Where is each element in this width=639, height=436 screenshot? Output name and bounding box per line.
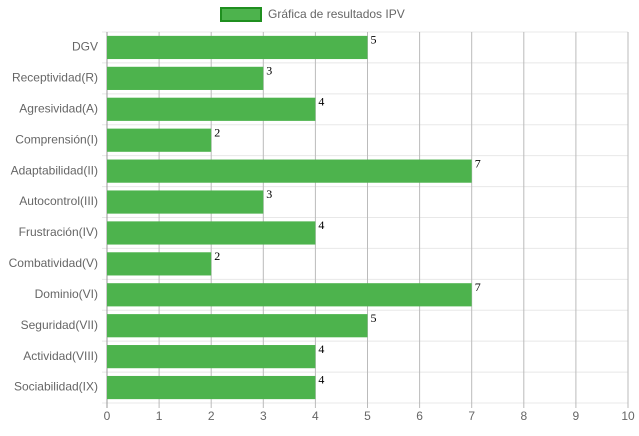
- bar: [107, 314, 368, 338]
- value-label: 4: [318, 218, 324, 232]
- value-label: 3: [266, 187, 272, 201]
- x-tick-label: 10: [621, 409, 635, 423]
- value-label: 4: [318, 94, 324, 108]
- bar: [107, 159, 472, 183]
- y-tick-label: Combatividad(V): [9, 256, 98, 270]
- bar: [107, 128, 212, 152]
- legend-label: Gráfica de resultados IPV: [268, 7, 405, 21]
- bar: [107, 375, 316, 400]
- bar: [107, 283, 472, 307]
- bar: [107, 221, 316, 245]
- value-label: 4: [318, 373, 324, 387]
- bar: [107, 252, 212, 276]
- value-label: 7: [475, 156, 481, 170]
- bar: [107, 66, 264, 90]
- x-tick-label: 2: [208, 409, 215, 423]
- legend-swatch: [220, 7, 262, 22]
- x-tick-label: 0: [104, 409, 111, 423]
- x-tick-label: 1: [156, 409, 163, 423]
- bar: [107, 345, 316, 369]
- value-label: 7: [475, 280, 481, 294]
- x-tick-label: 5: [364, 409, 371, 423]
- value-label: 5: [371, 33, 377, 47]
- bar: [107, 35, 368, 60]
- x-tick-label: 4: [312, 409, 319, 423]
- y-tick-label: DGV: [72, 40, 98, 54]
- value-label: 3: [266, 64, 272, 78]
- value-label: 2: [214, 249, 220, 263]
- y-tick-label: Seguridad(VII): [21, 318, 98, 332]
- bar: [107, 190, 264, 214]
- value-label: 5: [371, 311, 377, 325]
- y-tick-label: Agresividad(A): [19, 101, 98, 115]
- y-tick-label: Receptividad(R): [12, 71, 98, 85]
- x-tick-label: 9: [573, 409, 580, 423]
- y-tick-label: Autocontrol(III): [19, 194, 98, 208]
- y-tick-label: Actividad(VIII): [23, 349, 98, 363]
- y-tick-label: Sociabilidad(IX): [14, 380, 98, 394]
- value-label: 2: [214, 125, 220, 139]
- x-tick-label: 7: [468, 409, 475, 423]
- value-label: 4: [318, 342, 324, 356]
- y-tick-label: Frustración(IV): [19, 225, 98, 239]
- y-tick-label: Adaptabilidad(II): [11, 163, 98, 177]
- x-tick-label: 6: [416, 409, 423, 423]
- y-tick-label: Comprensión(I): [15, 132, 98, 146]
- x-tick-label: 3: [260, 409, 267, 423]
- x-tick-label: 8: [520, 409, 527, 423]
- bar: [107, 97, 316, 121]
- y-tick-label: Dominio(VI): [35, 287, 98, 301]
